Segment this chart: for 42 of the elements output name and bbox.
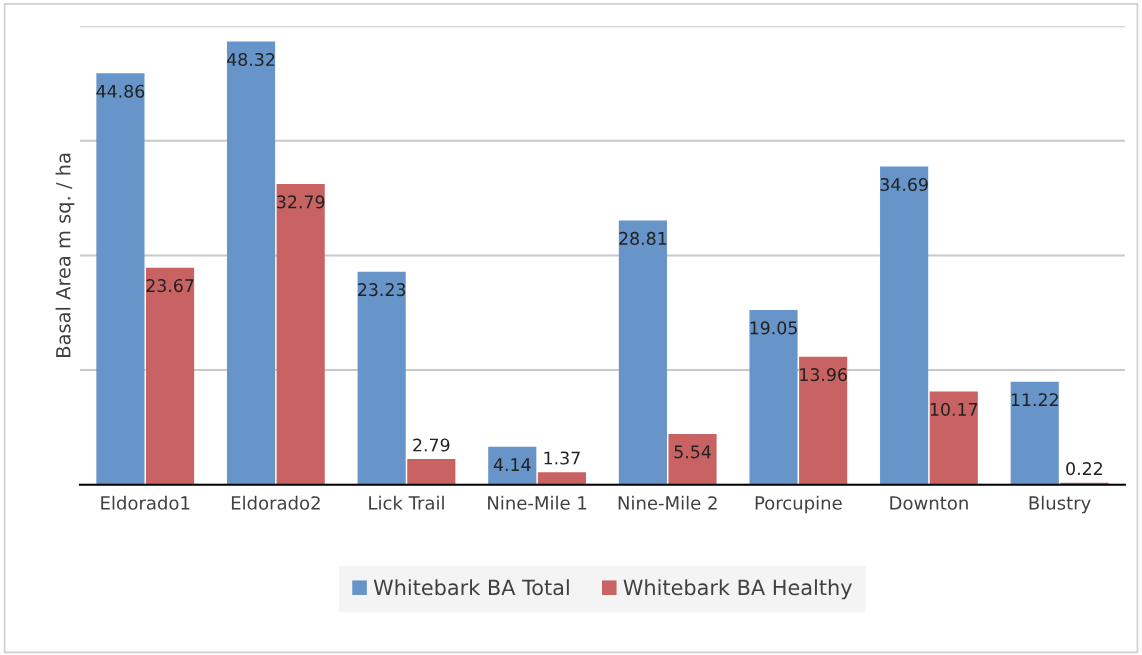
- data-label: 32.79: [277, 195, 325, 209]
- x-tick-label: Lick Trail: [369, 495, 444, 510]
- x-tick-label: Nine-Mile 1: [488, 495, 587, 510]
- bar: [276, 184, 325, 485]
- x-tick-label: Downton: [890, 496, 968, 510]
- bar: [1010, 381, 1059, 485]
- legend-label: Whitebark BA Total: [373, 579, 569, 596]
- data-label: 48.32: [227, 52, 275, 67]
- bar: [799, 356, 848, 485]
- data-label: 1.37: [544, 451, 580, 465]
- data-label: 10.17: [930, 402, 978, 416]
- data-label: 11.22: [1011, 393, 1058, 407]
- data-label: 28.81: [619, 231, 667, 245]
- x-tick-label: Eldorado1: [101, 495, 190, 510]
- data-label: 23.23: [358, 283, 406, 297]
- data-label: 34.69: [880, 177, 928, 192]
- bar: [668, 433, 717, 485]
- bar: [407, 459, 456, 485]
- bar: [880, 166, 929, 485]
- x-tick-label: Eldorado2: [231, 495, 320, 510]
- bar: [226, 41, 276, 485]
- data-label: 5.54: [674, 445, 711, 459]
- data-label: 2.79: [413, 438, 450, 452]
- x-tick-label: Blustry: [1029, 495, 1091, 514]
- bar: [488, 446, 537, 485]
- data-label: 4.14: [493, 458, 531, 471]
- bar: [96, 73, 145, 485]
- data-label: 13.96: [800, 368, 847, 382]
- bar: [618, 220, 667, 485]
- x-tick-label: Porcupine: [755, 495, 842, 514]
- data-label: 44.86: [96, 84, 145, 98]
- data-label: 23.67: [146, 279, 194, 293]
- bar: [537, 472, 586, 485]
- data-label: 19.05: [750, 321, 797, 335]
- legend-label: Whitebark BA Healthy: [623, 579, 852, 600]
- y-axis-title: Basal Area m sq. / ha: [55, 153, 75, 357]
- bar: [357, 271, 406, 485]
- bar: [145, 267, 195, 485]
- bar: [929, 391, 978, 485]
- x-tick-label: Nine-Mile 2: [618, 495, 717, 510]
- data-label: 0.22: [1066, 462, 1102, 476]
- bar: [749, 310, 798, 485]
